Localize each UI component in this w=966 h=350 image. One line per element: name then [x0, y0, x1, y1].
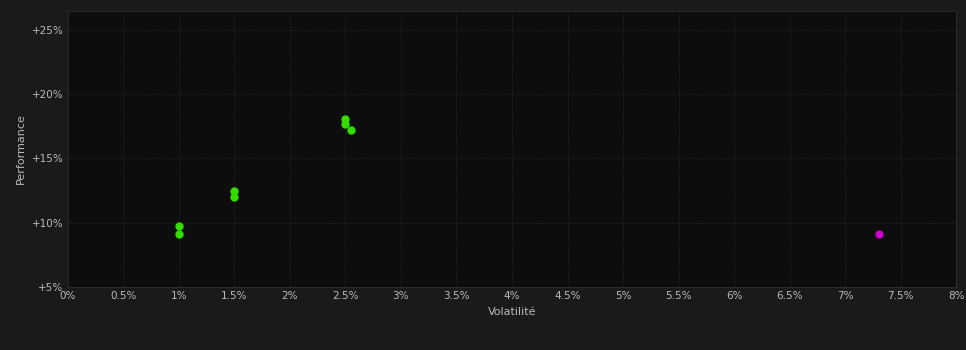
Point — [226, 188, 242, 193]
Point — [338, 121, 354, 126]
Y-axis label: Performance: Performance — [16, 113, 26, 184]
Point — [338, 116, 354, 121]
X-axis label: Volatilité: Volatilité — [488, 307, 536, 317]
Point — [171, 223, 186, 229]
Point — [871, 231, 887, 237]
Point — [226, 194, 242, 200]
Point — [343, 127, 358, 133]
Point — [171, 231, 186, 237]
